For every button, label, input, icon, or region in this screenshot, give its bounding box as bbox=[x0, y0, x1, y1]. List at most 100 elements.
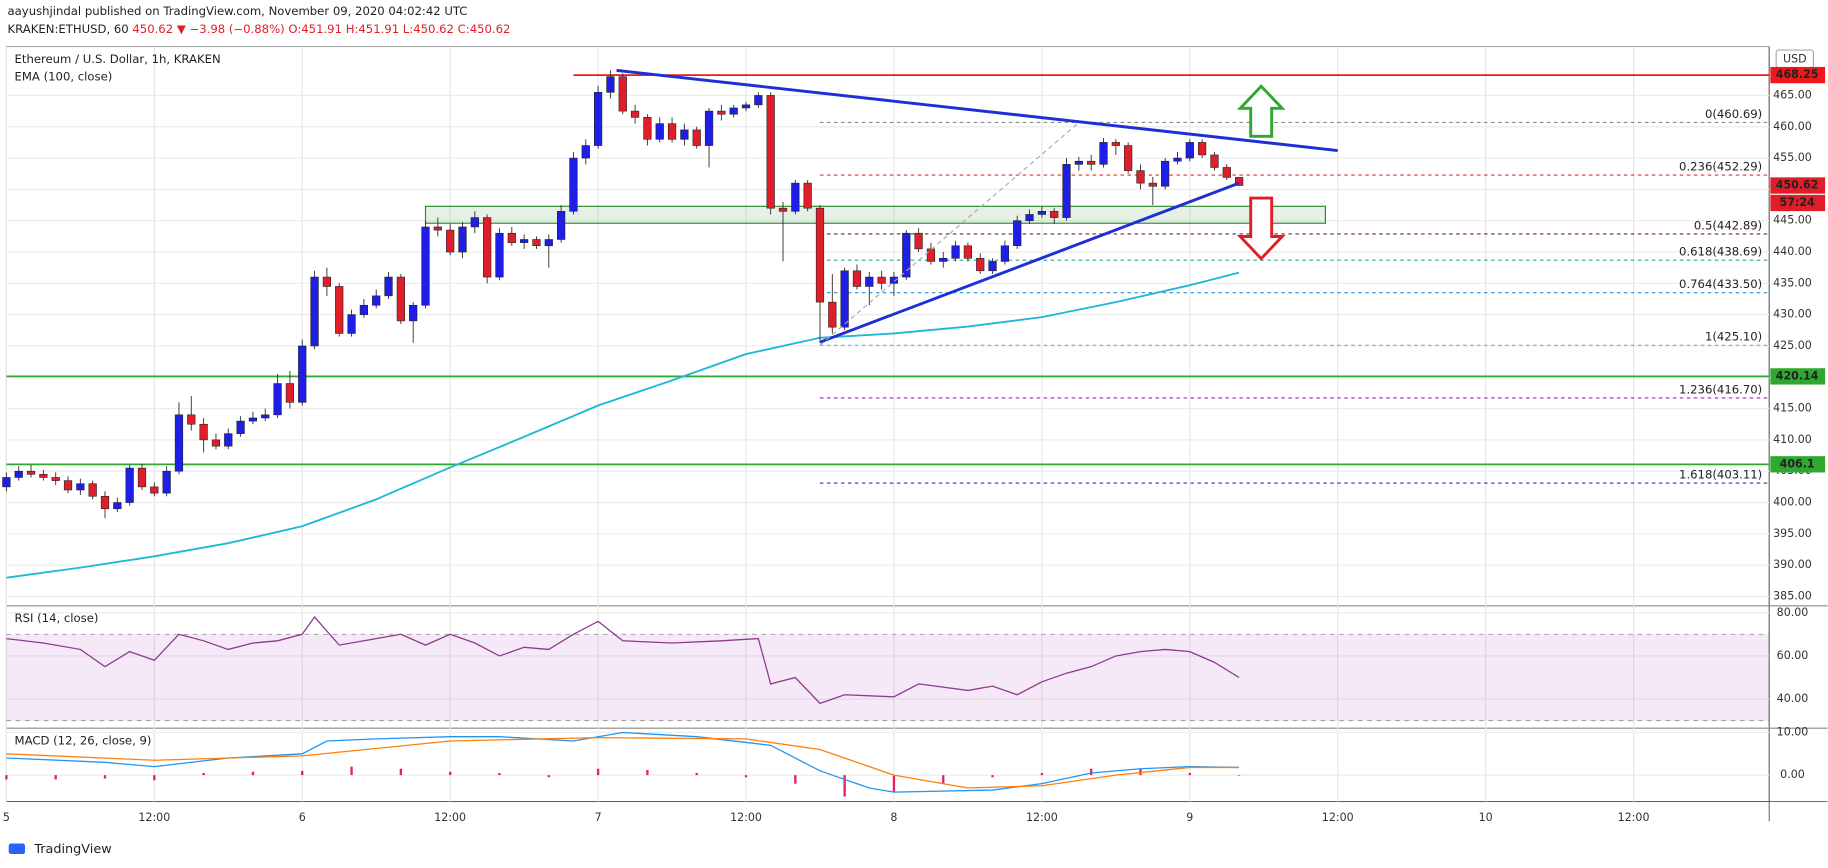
price-label-box bbox=[1770, 66, 1826, 84]
candle-body bbox=[988, 261, 997, 272]
candle-body bbox=[1037, 211, 1046, 215]
candle-body bbox=[359, 304, 368, 315]
histogram-bar bbox=[498, 772, 501, 776]
histogram-bar bbox=[1040, 772, 1044, 776]
low: L:450.62 bbox=[403, 22, 454, 36]
close: C:450.62 bbox=[458, 22, 511, 36]
fib-label: 0.236(452.29) bbox=[1679, 159, 1762, 173]
histogram-bar bbox=[646, 770, 649, 776]
candle-body bbox=[39, 474, 48, 478]
candle-body bbox=[100, 495, 110, 510]
candle-body bbox=[914, 232, 923, 250]
price-label-box bbox=[1770, 456, 1826, 473]
candle-body bbox=[889, 276, 899, 284]
brand: TradingView bbox=[33, 842, 111, 857]
y-tick-label: 415.00 bbox=[1773, 402, 1812, 415]
histogram-bar bbox=[1139, 768, 1142, 776]
candle-body bbox=[1185, 142, 1194, 159]
fib-label: 1.236(416.70) bbox=[1679, 382, 1762, 396]
candle-body bbox=[125, 467, 134, 503]
high: H:451.91 bbox=[346, 22, 399, 36]
candle-body bbox=[951, 245, 960, 259]
candle-body bbox=[113, 502, 122, 510]
fib-label: 0.764(433.50) bbox=[1679, 277, 1762, 291]
candle-body bbox=[865, 276, 874, 287]
candle-body bbox=[581, 145, 590, 159]
candle-body bbox=[557, 211, 566, 240]
histogram-bar bbox=[843, 775, 846, 797]
x-tick-label: 8 bbox=[890, 811, 897, 824]
candle-body bbox=[828, 301, 837, 328]
fib-label: 1(425.10) bbox=[1705, 330, 1762, 344]
candle-body bbox=[199, 423, 208, 441]
pane-title: RSI (14, close) bbox=[15, 611, 99, 625]
candle-body bbox=[26, 470, 36, 475]
candle-body bbox=[347, 314, 356, 334]
x-tick-label: 9 bbox=[1186, 811, 1193, 824]
candle-body bbox=[421, 226, 430, 306]
candle-body bbox=[88, 483, 97, 497]
candle-body bbox=[14, 470, 23, 478]
x-tick-label: 12:00 bbox=[138, 811, 170, 824]
candle-body bbox=[1222, 167, 1231, 178]
candle-body bbox=[507, 232, 516, 243]
histogram-bar bbox=[202, 772, 205, 776]
candle-body bbox=[976, 257, 985, 272]
histogram-bar bbox=[892, 775, 896, 793]
price-label-box bbox=[1770, 177, 1826, 194]
indicator-title: EMA (100, close) bbox=[15, 69, 113, 83]
candle-body bbox=[372, 295, 381, 306]
candle-body bbox=[778, 207, 788, 212]
y-tick-label: 60.00 bbox=[1777, 649, 1809, 662]
candle-body bbox=[520, 239, 529, 243]
fib-label: 0(460.69) bbox=[1705, 107, 1762, 121]
histogram-bar bbox=[744, 775, 748, 778]
candle-body bbox=[458, 226, 467, 253]
open: O:451.91 bbox=[288, 22, 342, 36]
histogram-bar bbox=[301, 770, 304, 776]
candle-body bbox=[902, 232, 911, 278]
candle-body bbox=[1025, 214, 1034, 221]
candle-body bbox=[236, 420, 245, 434]
candle-body bbox=[1111, 142, 1120, 146]
candle-body bbox=[137, 467, 147, 488]
candle-body bbox=[224, 433, 233, 447]
candle-body bbox=[1050, 211, 1059, 218]
fib-label: 1.618(403.11) bbox=[1679, 467, 1762, 481]
candle-body bbox=[939, 257, 948, 262]
pane-title: MACD (12, 26, close, 9) bbox=[15, 734, 152, 748]
candle-body bbox=[532, 239, 541, 247]
logo-icon bbox=[8, 843, 26, 855]
histogram-bar bbox=[54, 775, 57, 780]
y-tick-label: 455.00 bbox=[1773, 151, 1812, 164]
candle-body bbox=[815, 207, 825, 303]
indicator-line bbox=[6, 616, 1240, 705]
price-label-box bbox=[1770, 194, 1826, 212]
change: ▼ −3.98 (−0.88%) bbox=[177, 22, 285, 36]
histogram-bar bbox=[695, 772, 698, 776]
candle-body bbox=[569, 157, 578, 212]
y-tick-label: 395.00 bbox=[1773, 527, 1812, 540]
y-tick-label: 40.00 bbox=[1777, 692, 1809, 705]
candle-body bbox=[248, 417, 258, 422]
published: aayushjindal published on TradingView.co… bbox=[8, 4, 468, 18]
histogram-bar bbox=[596, 768, 600, 776]
histogram-bar bbox=[5, 775, 8, 780]
ema-line bbox=[6, 271, 1240, 579]
currency: USD bbox=[1783, 52, 1807, 65]
x-tick-label: 12:00 bbox=[1322, 811, 1354, 824]
y-tick-label: 80.00 bbox=[1777, 606, 1809, 619]
x-tick-label: 12:00 bbox=[1618, 811, 1650, 824]
candle-body bbox=[1062, 164, 1071, 218]
candle-body bbox=[926, 248, 936, 262]
down-arrow bbox=[1236, 196, 1286, 261]
candle-body bbox=[754, 95, 763, 106]
price-label: 468.25 bbox=[1776, 68, 1819, 81]
candle-body bbox=[877, 276, 886, 284]
candle-body bbox=[298, 345, 307, 403]
candle-body bbox=[655, 123, 664, 140]
candle-body bbox=[704, 110, 714, 146]
histogram-bar bbox=[1237, 775, 1241, 776]
symbol-line: KRAKEN:ETHUSD, 60 450.62 ▼ −3.98 (−0.88%… bbox=[8, 22, 511, 36]
